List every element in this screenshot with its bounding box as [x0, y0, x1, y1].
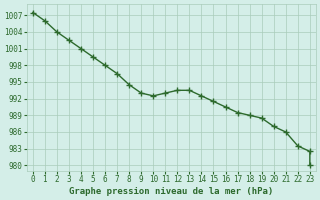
X-axis label: Graphe pression niveau de la mer (hPa): Graphe pression niveau de la mer (hPa) — [69, 187, 274, 196]
